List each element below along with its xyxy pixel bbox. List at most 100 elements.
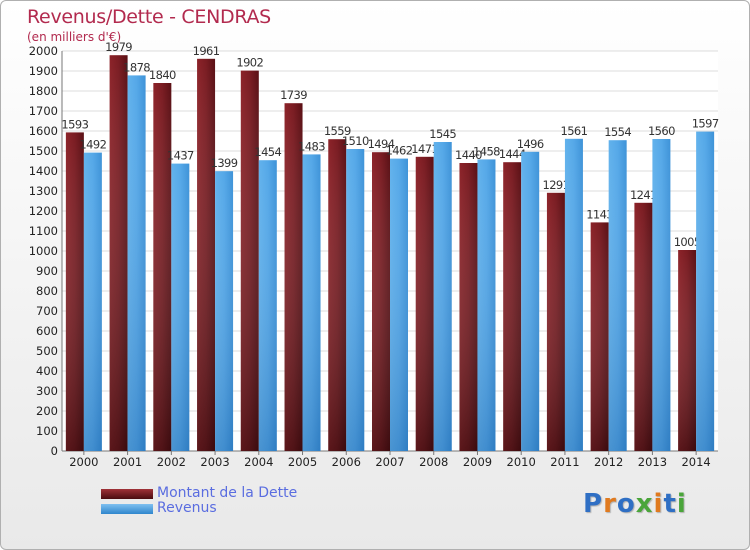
y-tick-label: 1000 (29, 244, 58, 258)
x-tick-label: 2013 (638, 455, 667, 469)
legend-swatch-dette (101, 489, 153, 499)
bar-revenus-shade (433, 142, 452, 451)
bar-dette-shade (590, 222, 609, 451)
x-tick-label: 2002 (157, 455, 186, 469)
y-tick-label: 0 (51, 444, 58, 458)
data-label-dette: 1494 (368, 137, 395, 151)
data-label-dette: 1444 (499, 147, 526, 161)
x-tick-label: 2001 (113, 455, 142, 469)
bar-revenus-shade (652, 139, 671, 451)
y-tick-label: 500 (36, 344, 58, 358)
x-tick-label: 2010 (507, 455, 536, 469)
y-tick-label: 700 (36, 304, 58, 318)
y-tick-label: 1600 (29, 124, 58, 138)
bar-revenus-shade (564, 138, 583, 452)
y-tick-label: 1700 (29, 104, 58, 118)
data-label-dette: 1143 (586, 207, 613, 221)
bar-dette-shade (372, 152, 390, 451)
data-label-dette: 1005 (674, 235, 701, 249)
y-tick-label: 300 (36, 384, 58, 398)
x-tick-label: 2003 (200, 455, 229, 469)
bar-revenus-shade (302, 154, 321, 451)
data-label-revenus: 1878 (123, 60, 150, 74)
bar-revenus-shade (127, 75, 146, 452)
chart-title: Revenus/Dette - CENDRAS (27, 6, 271, 28)
data-label-dette: 1440 (455, 148, 482, 162)
data-label-revenus: 1492 (79, 138, 106, 152)
data-label-dette: 1291 (542, 178, 569, 192)
y-tick-label: 1200 (29, 204, 58, 218)
bar-revenus-shade (346, 149, 365, 451)
proxiti-logo: Proxiti (583, 489, 687, 519)
data-label-dette: 1961 (193, 44, 220, 58)
logo-letter: t (663, 489, 677, 519)
data-label-revenus: 1462 (386, 144, 413, 158)
legend-label-dette: Montant de la Dette (157, 485, 298, 501)
x-tick-label: 2009 (463, 455, 492, 469)
bar-dette-shade (328, 139, 347, 451)
logo-letter: r (603, 489, 617, 519)
data-label-revenus: 1545 (429, 127, 456, 141)
data-label-revenus: 1483 (298, 139, 325, 153)
y-tick-label: 200 (36, 404, 58, 418)
bar-revenus-shade (83, 152, 102, 451)
data-label-dette: 1979 (105, 40, 132, 54)
x-tick-label: 2007 (375, 455, 404, 469)
data-label-dette: 1739 (280, 88, 307, 102)
bar-revenus-shade (608, 140, 627, 451)
bar-dette-shade (678, 250, 697, 451)
x-tick-label: 2012 (594, 455, 623, 469)
bar-revenus-shade (696, 131, 715, 451)
bar-revenus-shade (258, 160, 277, 451)
bar-dette-shade (415, 156, 434, 452)
chart-subtitle: (en milliers d'€) (27, 30, 122, 44)
data-label-revenus: 1560 (648, 124, 675, 138)
data-label-revenus: 1399 (211, 156, 238, 170)
data-label-dette: 1241 (630, 188, 657, 202)
bar-dette-shade (240, 70, 259, 451)
data-label-dette: 1902 (236, 56, 263, 70)
y-tick-label: 2000 (29, 44, 58, 58)
data-label-dette: 1559 (324, 124, 351, 138)
y-tick-label: 1400 (29, 164, 58, 178)
x-tick-label: 2011 (550, 455, 579, 469)
logo-letter: i (653, 489, 664, 519)
x-tick-label: 2005 (288, 455, 317, 469)
y-tick-label: 1300 (29, 184, 58, 198)
data-label-revenus: 1437 (167, 149, 194, 163)
logo-letter: i (676, 489, 687, 519)
y-tick-label: 1100 (29, 224, 58, 238)
data-label-dette: 1471 (411, 142, 438, 156)
logo-letter: o (616, 489, 636, 519)
bar-dette-shade (197, 58, 216, 452)
y-tick-label: 1900 (29, 64, 58, 78)
bar-revenus-shade (390, 158, 408, 451)
y-tick-label: 100 (36, 424, 58, 438)
data-label-dette: 1593 (61, 117, 88, 131)
data-label-dette: 1840 (149, 68, 176, 82)
y-tick-label: 1500 (29, 144, 58, 158)
data-label-revenus: 1597 (692, 117, 719, 131)
x-tick-label: 2008 (419, 455, 448, 469)
legend-label-revenus: Revenus (157, 500, 217, 516)
x-tick-label: 2014 (681, 455, 710, 469)
y-tick-label: 1800 (29, 84, 58, 98)
data-label-revenus: 1496 (517, 137, 544, 151)
bar-dette-shade (634, 202, 653, 451)
data-label-revenus: 1458 (473, 144, 500, 158)
logo-letter: P (583, 489, 604, 519)
bar-dette-shade (459, 163, 478, 451)
bar-dette-shade (546, 192, 565, 452)
y-tick-label: 600 (36, 324, 58, 338)
x-tick-label: 2004 (244, 455, 273, 469)
bar-dette-shade (284, 103, 303, 451)
data-label-revenus: 1554 (604, 125, 631, 139)
bar-revenus-shade (215, 171, 234, 451)
y-tick-label: 900 (36, 264, 58, 278)
bar-revenus-shade (171, 163, 190, 451)
x-tick-label: 2000 (69, 455, 98, 469)
bar-dette-shade (65, 132, 84, 451)
logo-letter: x (635, 489, 654, 519)
